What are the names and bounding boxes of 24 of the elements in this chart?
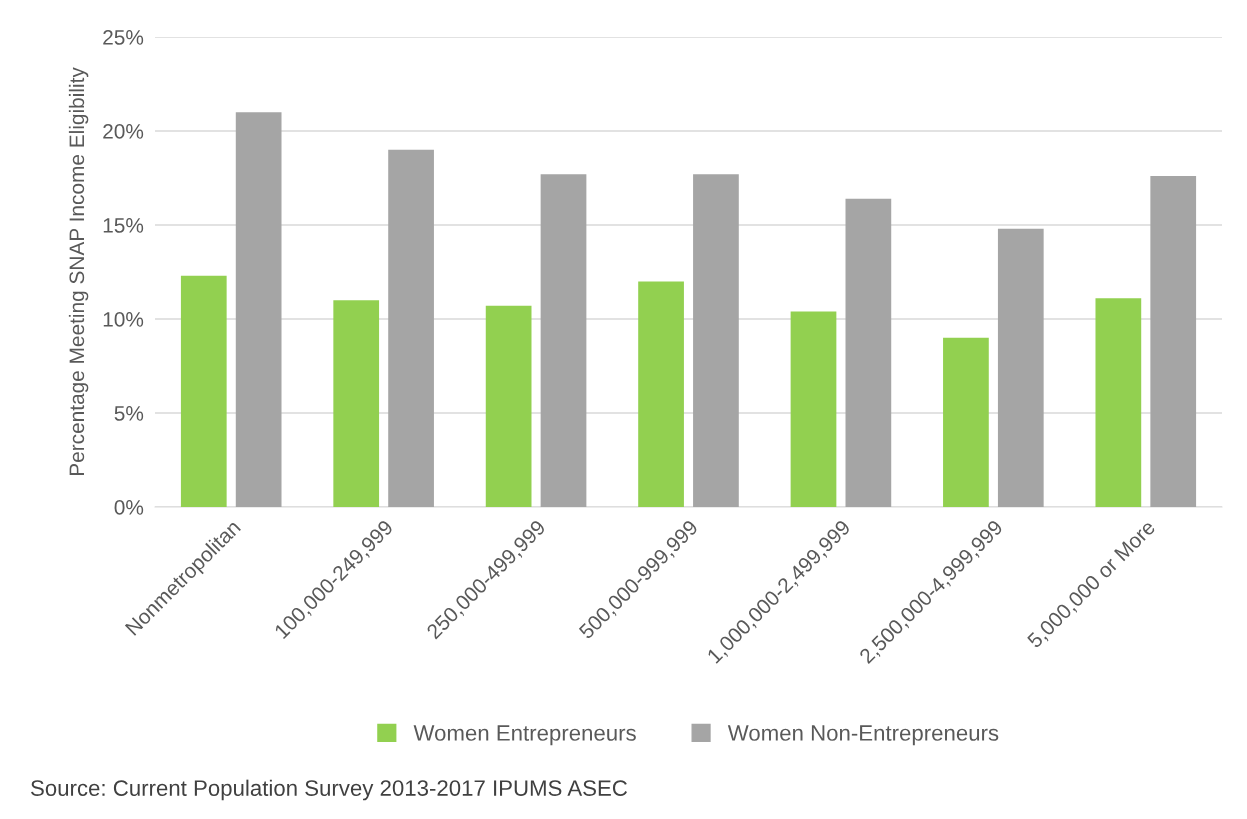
bar [845, 198, 892, 507]
bar [540, 174, 587, 507]
y-tick-label: 20% [103, 124, 144, 139]
bar [333, 300, 380, 507]
y-axis-title: Percentage Meeting SNAP Income Eligibility [68, 67, 89, 476]
bar [388, 149, 434, 507]
bar [1150, 176, 1197, 507]
bar [180, 275, 227, 507]
bar [1095, 298, 1142, 507]
y-tick-label: 25% [103, 30, 144, 45]
y-tick-label: 15% [103, 218, 144, 233]
bar [638, 281, 684, 507]
bar [693, 174, 739, 507]
bar [943, 337, 989, 507]
bar [997, 228, 1044, 507]
bar [790, 311, 837, 507]
legend-label: Women Non-Entrepreneurs [727, 725, 999, 746]
y-tick-label: 0% [114, 500, 144, 515]
bar [485, 305, 532, 507]
y-tick-label: 5% [114, 406, 144, 421]
bar [235, 112, 282, 507]
y-tick-label: 10% [103, 312, 144, 327]
legend-label: Women Entrepreneurs [413, 725, 636, 746]
source-note: Source: Current Population Survey 2013-2017 IPUMS ASEC [31, 779, 628, 801]
